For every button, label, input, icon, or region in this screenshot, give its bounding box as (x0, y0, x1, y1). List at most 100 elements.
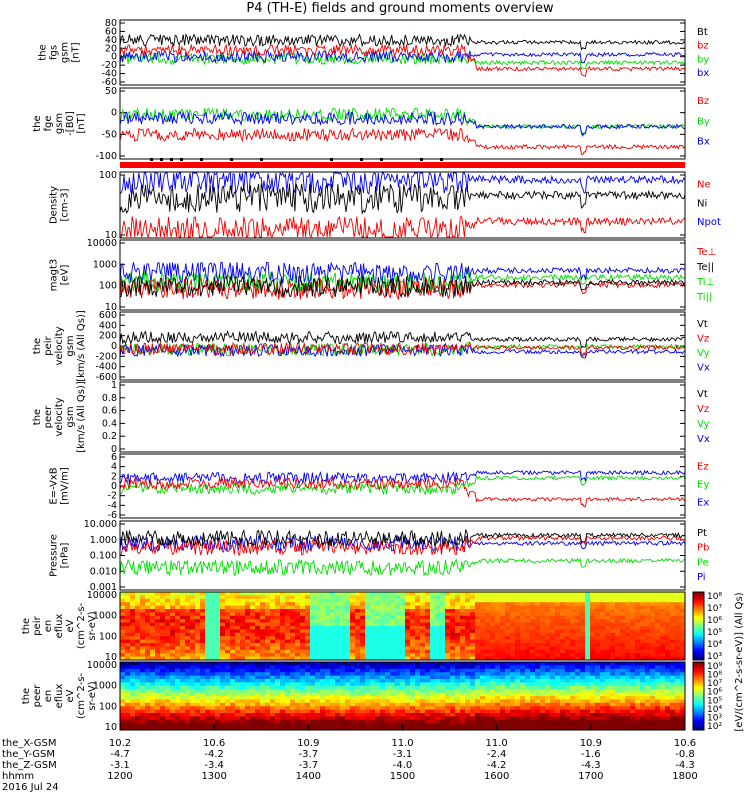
ylabel-line: velocity (54, 397, 65, 436)
spec-cell (480, 626, 486, 630)
spec-cell (665, 609, 671, 613)
spec-cell (670, 609, 676, 613)
spec-cell (460, 656, 466, 661)
spec-cell (345, 636, 351, 640)
spec-cell (485, 619, 491, 623)
spec-cell (580, 679, 586, 683)
spec-cell (265, 668, 271, 673)
spec-cell (210, 612, 216, 617)
spec-cell (135, 723, 141, 727)
spec-cell (365, 682, 371, 687)
spec-cell (565, 605, 571, 610)
spec-cell (445, 615, 451, 620)
spec-cell (370, 656, 376, 661)
spec-cell (255, 632, 261, 637)
spec-cell (675, 622, 681, 627)
spec-cell (345, 595, 351, 600)
spec-cell (150, 649, 156, 654)
spec-cell (370, 709, 376, 714)
spec-cell (670, 639, 676, 644)
spec-cell (535, 609, 541, 613)
spec-cell (655, 696, 661, 700)
spec-cell (315, 696, 321, 700)
spec-cell (255, 702, 261, 707)
spec-cell (150, 713, 156, 717)
spec-cell (670, 632, 676, 637)
spec-cell (155, 643, 161, 647)
spec-cell (435, 668, 441, 673)
spec-cell (615, 626, 621, 630)
spec-cell (450, 723, 456, 727)
spec-cell (230, 646, 236, 651)
spec-cell (605, 672, 611, 676)
colorbar-cell (693, 716, 704, 719)
spec-cell (515, 702, 521, 707)
spec-cell (510, 636, 516, 640)
spec-cell (355, 685, 361, 690)
spec-cell (225, 685, 231, 690)
spec-cell (205, 665, 211, 670)
spec-cell (600, 702, 606, 707)
spec-cell (580, 653, 586, 657)
spec-cell (270, 629, 276, 634)
colorbar-cell (693, 687, 704, 690)
spec-cell (495, 716, 501, 721)
spec-cell (660, 636, 666, 640)
spec-cell (255, 665, 261, 670)
spec-cell (560, 649, 566, 654)
spec-cell (480, 682, 486, 687)
spec-cell (565, 672, 571, 676)
spec-cell (165, 665, 171, 670)
spec-cell (630, 706, 636, 710)
spec-cell (600, 706, 606, 710)
spec-cell (120, 649, 126, 654)
spec-cell (530, 679, 536, 683)
spec-cell (245, 622, 251, 627)
spec-cell (550, 605, 556, 610)
spec-cell (235, 675, 241, 680)
spec-cell (235, 646, 241, 651)
spec-cell (610, 692, 616, 697)
spec-cell (680, 592, 686, 596)
spec-cell (410, 643, 416, 647)
spec-cell (205, 626, 211, 630)
spec-cell (330, 665, 336, 670)
spec-cell (310, 602, 316, 606)
spec-cell (520, 675, 526, 680)
spec-cell (265, 619, 271, 623)
series-density-Npot (119, 171, 686, 196)
spec-cell (505, 649, 511, 654)
legend-vi-2: Vy (697, 348, 710, 359)
spec-cell (235, 692, 241, 697)
spec-cell (615, 692, 621, 697)
spec-cell (405, 706, 411, 710)
spec-cell (445, 679, 451, 683)
spec-cell (270, 656, 276, 661)
spec-cell (600, 598, 606, 603)
spec-cell (405, 699, 411, 704)
spec-cell (350, 643, 356, 647)
spec-cell (355, 632, 361, 637)
spec-cell (220, 679, 226, 683)
spec-cell (500, 632, 506, 637)
spec-cell (210, 649, 216, 654)
spec-cell (525, 612, 531, 617)
spec-cell (280, 672, 286, 676)
spec-cell (415, 696, 421, 700)
spec-cell (220, 622, 226, 627)
spec-cell (165, 639, 171, 644)
spec-cell (430, 672, 436, 676)
spec-cell (565, 636, 571, 640)
spec-cell (395, 615, 401, 620)
spec-cell (595, 682, 601, 687)
spec-cell (635, 682, 641, 687)
spec-cell (395, 656, 401, 661)
spec-cell (365, 619, 371, 623)
spec-cell (430, 632, 436, 637)
spec-cell (220, 609, 226, 613)
spec-cell (125, 629, 131, 634)
spec-cell (235, 598, 241, 603)
spec-cell (525, 598, 531, 603)
spec-cell (600, 592, 606, 596)
spec-cell (575, 713, 581, 717)
